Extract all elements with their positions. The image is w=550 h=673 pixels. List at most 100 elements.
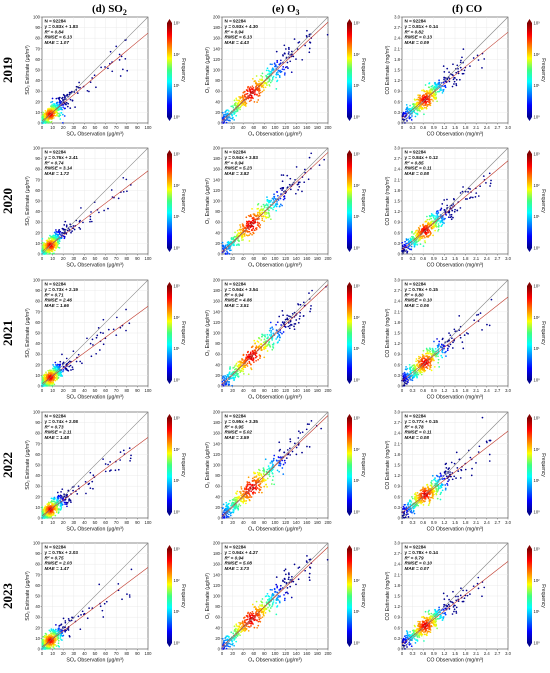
scatter-point	[255, 485, 257, 488]
y-tick-label: 90	[35, 288, 40, 293]
x-tick-label: 80	[262, 651, 267, 656]
scatter-point	[64, 620, 67, 622]
y-tick-label: 160	[213, 431, 221, 436]
scatter-point	[71, 90, 73, 93]
scatter-point	[244, 364, 247, 367]
scatter-point	[226, 109, 229, 111]
scatter-point	[282, 463, 285, 466]
scatter-point	[269, 467, 271, 470]
scatter-point	[45, 242, 47, 245]
scatter-point	[260, 600, 262, 603]
scatter-point	[231, 114, 234, 117]
scatter-point	[272, 464, 274, 467]
x-tick-label: 10	[50, 651, 55, 656]
scatter-point	[263, 338, 266, 341]
scatter-point	[98, 211, 100, 214]
scatter-point	[293, 563, 296, 566]
scatter-point	[71, 616, 73, 619]
scatter-point	[279, 187, 282, 190]
scatter-point	[245, 216, 248, 219]
scatter-point	[116, 316, 118, 319]
scatter-point	[252, 97, 254, 100]
scatter-point	[270, 333, 273, 336]
colorbar-tick-label: 10¹	[354, 83, 361, 88]
scatter-point	[250, 221, 253, 224]
x-tick-label: 180	[314, 520, 322, 525]
scatter-point	[54, 379, 57, 382]
scatter-point	[49, 634, 52, 637]
scatter-point	[56, 103, 59, 106]
scatter-point	[266, 84, 268, 87]
scatter-point	[232, 632, 235, 635]
scatter-point	[58, 97, 60, 100]
scatter-panel-o3-2023: 0 20 40 60 80 100 120 140 160 180 2000204060801001…	[205, 541, 366, 664]
colorbar-tick-label: 10³	[174, 152, 181, 157]
stat-n: N = 92284	[225, 19, 247, 24]
y-tick-label: 60	[215, 484, 220, 489]
scatter-point	[88, 90, 90, 93]
stat-n: N = 92284	[225, 282, 247, 287]
scatter-point	[252, 614, 255, 617]
scatter-point	[230, 503, 233, 505]
scatter-point	[51, 245, 53, 248]
scatter-point	[231, 105, 234, 107]
scatter-point	[279, 331, 282, 334]
scatter-point	[125, 329, 127, 332]
scatter-point	[128, 322, 131, 325]
scatter-point	[259, 617, 262, 620]
scatter-point	[268, 80, 270, 83]
scatter-point	[235, 504, 238, 507]
scatter-point	[286, 318, 288, 320]
x-tick-label: 60	[251, 520, 256, 525]
scatter-point	[309, 308, 312, 310]
scatter-point	[222, 642, 225, 645]
scatter-point	[60, 503, 62, 506]
scatter-point	[59, 114, 62, 117]
scatter-point	[46, 637, 48, 639]
scatter-point	[51, 384, 54, 387]
scatter-point	[262, 84, 265, 86]
scatter-point	[276, 341, 279, 344]
scatter-point	[318, 164, 321, 166]
scatter-point	[228, 381, 231, 383]
scatter-point	[265, 211, 268, 214]
scatter-point	[289, 60, 292, 63]
scatter-point	[49, 247, 51, 250]
scatter-point	[58, 368, 61, 371]
scatter-point	[233, 112, 236, 115]
scatter-point	[51, 100, 54, 103]
scatter-point	[79, 86, 81, 89]
scatter-point	[240, 237, 243, 239]
scatter-point	[242, 225, 245, 228]
scatter-point	[251, 483, 254, 486]
scatter-point	[298, 185, 301, 188]
scatter-point	[228, 373, 230, 376]
scatter-point	[234, 231, 236, 234]
scatter-point	[245, 224, 248, 227]
scatter-point	[67, 102, 70, 105]
y-tick-label: 60	[35, 57, 40, 62]
scatter-point	[266, 73, 269, 76]
colorbar-tick-label: 10¹	[174, 478, 181, 483]
scatter-point	[65, 101, 68, 104]
stat-rmse: RMSE = 5.02	[225, 430, 253, 435]
scatter-point	[257, 358, 259, 361]
scatter-point	[91, 338, 94, 341]
scatter-point	[53, 643, 55, 645]
scatter-point	[44, 109, 47, 112]
scatter-point	[63, 115, 66, 117]
x-tick-label: 60	[103, 651, 108, 656]
scatter-point	[269, 321, 272, 324]
y-tick-label: 180	[213, 156, 221, 161]
scatter-point	[60, 506, 63, 508]
scatter-point	[229, 368, 231, 370]
scatter-point	[232, 511, 235, 514]
scatter-point	[303, 181, 306, 184]
scatter-point	[63, 235, 66, 238]
scatter-point	[271, 80, 273, 82]
scatter-point	[119, 326, 122, 329]
scatter-panel-so2-2020: 0 10 20 30 40 50 60 70 80 90 100010203040506070809…	[25, 146, 186, 269]
scatter-point	[43, 113, 46, 116]
scatter-point	[254, 492, 257, 494]
scatter-point	[267, 606, 269, 609]
